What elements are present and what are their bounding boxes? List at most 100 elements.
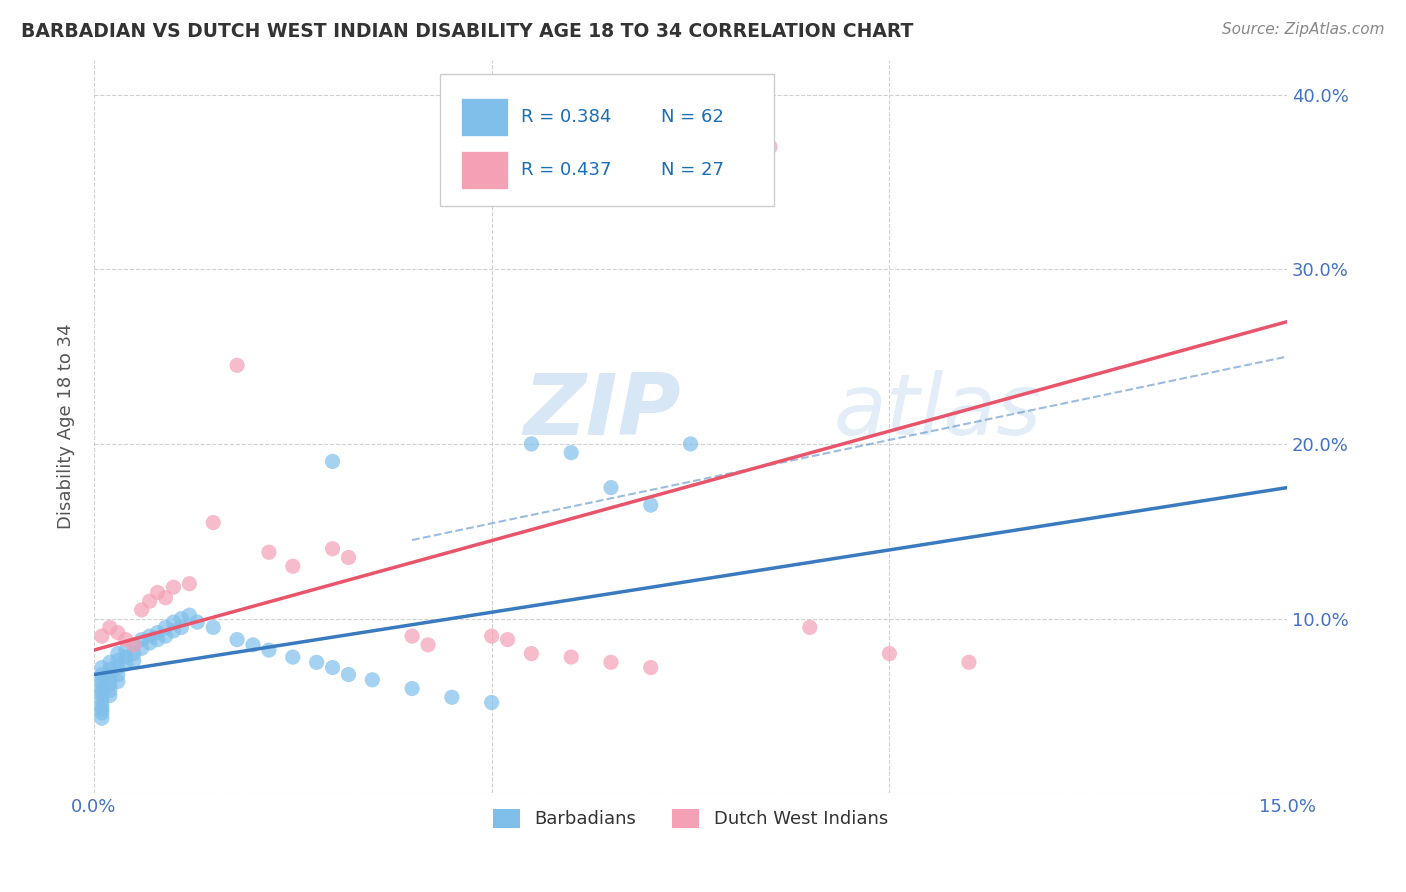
Point (337, 550, 360, 565)
Text: BARBADIAN VS DUTCH WEST INDIAN DISABILITY AGE 18 TO 34 CORRELATION CHART: BARBADIAN VS DUTCH WEST INDIAN DISABILIT… (21, 22, 914, 41)
Point (107, 660, 129, 674)
Point (281, 559, 304, 574)
Point (759, 140, 782, 154)
Text: atlas: atlas (834, 370, 1042, 453)
Point (179, 608, 201, 623)
Point (90, 660, 112, 674)
Point (170, 612, 193, 626)
Point (226, 632, 249, 647)
Point (90, 667, 112, 681)
Point (170, 620, 193, 634)
Point (155, 629, 177, 643)
Point (242, 638, 264, 652)
Point (226, 359, 249, 373)
Point (122, 654, 145, 668)
Point (799, 620, 821, 634)
Point (131, 641, 153, 656)
Point (90, 689, 112, 703)
Point (98, 689, 121, 703)
Point (162, 615, 184, 629)
Point (122, 638, 145, 652)
Point (640, 498, 662, 512)
Point (114, 632, 136, 647)
Point (107, 667, 129, 681)
Point (162, 624, 184, 638)
Point (257, 545, 280, 559)
FancyBboxPatch shape (461, 152, 508, 189)
Point (98, 678, 121, 692)
Point (90, 673, 112, 687)
Point (107, 674, 129, 689)
Point (146, 632, 169, 647)
Point (155, 620, 177, 634)
Point (131, 632, 153, 647)
Point (107, 654, 129, 668)
Point (122, 647, 145, 661)
Point (98, 683, 121, 698)
Text: R = 0.384: R = 0.384 (522, 108, 612, 126)
Point (122, 638, 145, 652)
Point (361, 673, 384, 687)
Point (90, 706, 112, 720)
Point (146, 625, 169, 640)
Point (90, 702, 112, 716)
Point (138, 594, 160, 608)
Point (90, 685, 112, 699)
Point (520, 647, 543, 661)
Point (146, 585, 169, 599)
Point (90, 698, 112, 713)
Point (322, 660, 344, 674)
Point (640, 192, 662, 206)
Point (600, 656, 623, 670)
Point (560, 445, 582, 459)
Point (98, 656, 121, 670)
Point (107, 625, 129, 640)
Point (416, 638, 439, 652)
Point (114, 650, 136, 665)
Text: ZIP: ZIP (523, 370, 681, 453)
Point (440, 690, 463, 705)
Point (98, 667, 121, 681)
Legend: Barbadians, Dutch West Indians: Barbadians, Dutch West Indians (485, 802, 896, 836)
Point (107, 647, 129, 661)
Point (90, 629, 112, 643)
Point (305, 656, 328, 670)
Point (90, 676, 112, 690)
Point (640, 660, 662, 674)
Point (496, 632, 519, 647)
Text: N = 62: N = 62 (661, 108, 724, 126)
Point (138, 629, 160, 643)
Point (114, 657, 136, 671)
Point (138, 636, 160, 650)
Point (186, 615, 208, 629)
Point (202, 516, 225, 530)
Point (90, 681, 112, 696)
Text: Source: ZipAtlas.com: Source: ZipAtlas.com (1222, 22, 1385, 37)
Point (322, 541, 344, 556)
Point (98, 662, 121, 676)
Point (600, 481, 623, 495)
Point (401, 629, 423, 643)
Point (401, 681, 423, 696)
Point (179, 576, 201, 591)
Point (114, 643, 136, 657)
Text: R = 0.437: R = 0.437 (522, 161, 612, 178)
Point (560, 650, 582, 665)
Point (90, 711, 112, 725)
Point (202, 620, 225, 634)
Point (257, 643, 280, 657)
Text: N = 27: N = 27 (661, 161, 724, 178)
Point (162, 580, 184, 594)
Point (155, 591, 177, 605)
Point (90, 694, 112, 708)
Y-axis label: Disability Age 18 to 34: Disability Age 18 to 34 (58, 324, 75, 529)
Point (98, 620, 121, 634)
FancyBboxPatch shape (440, 74, 775, 206)
Point (98, 673, 121, 687)
Point (131, 603, 153, 617)
Point (337, 667, 360, 681)
Point (879, 647, 901, 661)
FancyBboxPatch shape (461, 98, 508, 136)
Point (957, 656, 980, 670)
Point (679, 437, 702, 451)
